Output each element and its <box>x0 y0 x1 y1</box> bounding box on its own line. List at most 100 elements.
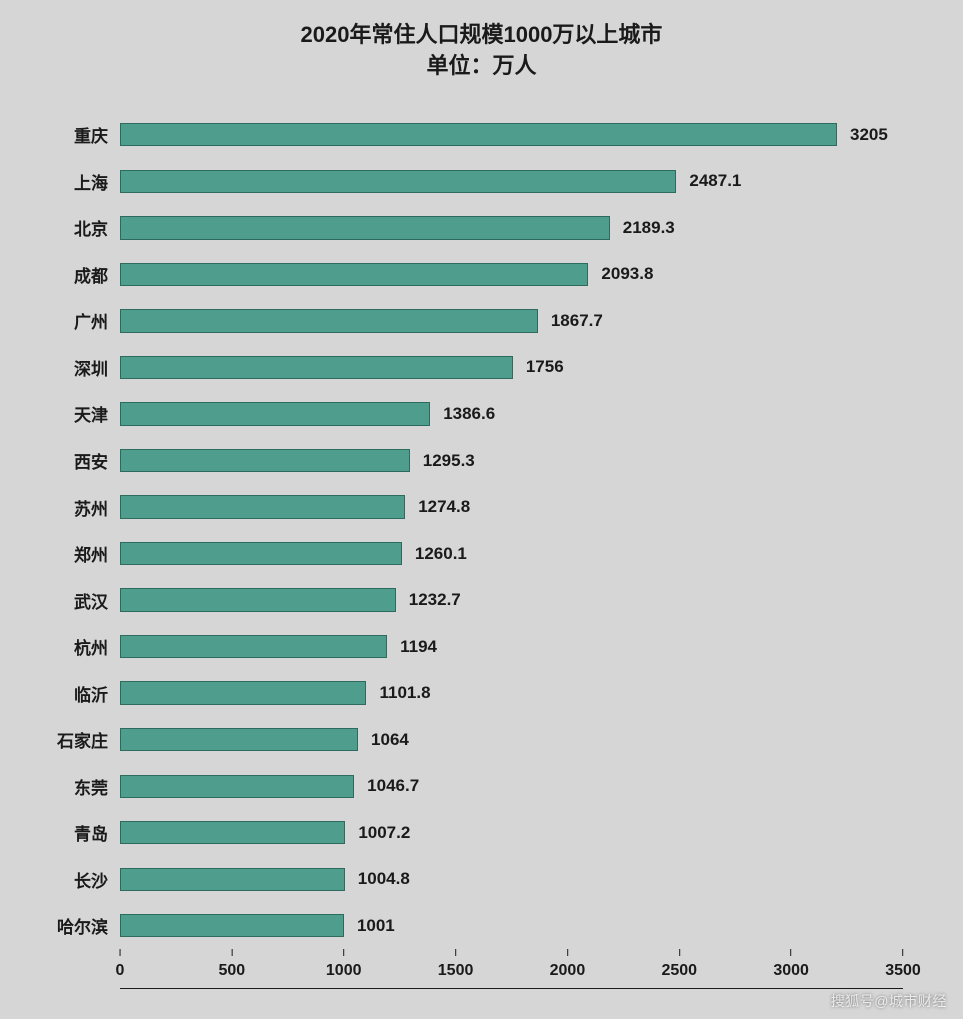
bar: 1295.3 <box>120 449 410 472</box>
category-label: 杭州 <box>74 634 120 659</box>
category-label: 成都 <box>74 262 120 287</box>
x-tick-mark <box>120 949 121 956</box>
x-tick-label: 1000 <box>326 962 362 980</box>
category-label: 西安 <box>74 448 120 473</box>
bar-row: 天津1386.6 <box>120 402 903 425</box>
x-axis: 0500100015002000250030003500 <box>120 949 903 989</box>
x-tick-label: 2000 <box>550 962 586 980</box>
bar: 1064 <box>120 728 358 751</box>
bar: 3205 <box>120 123 837 146</box>
value-label: 3205 <box>836 125 888 145</box>
bar-row: 杭州1194 <box>120 635 903 658</box>
x-tick: 2500 <box>661 949 697 980</box>
bar-row: 北京2189.3 <box>120 216 903 239</box>
x-tick-label: 3000 <box>773 962 809 980</box>
category-label: 郑州 <box>74 541 120 566</box>
value-label: 2093.8 <box>587 264 653 284</box>
x-tick-label: 500 <box>218 962 245 980</box>
category-label: 北京 <box>74 215 120 240</box>
value-label: 1004.8 <box>344 869 410 889</box>
value-label: 1194 <box>386 637 437 657</box>
bar-row: 深圳1756 <box>120 356 903 379</box>
bar-row: 哈尔滨1001 <box>120 914 903 937</box>
bar-row: 郑州1260.1 <box>120 542 903 565</box>
plot-area: 重庆3205上海2487.1北京2189.3成都2093.8广州1867.7深圳… <box>30 112 933 989</box>
value-label: 1232.7 <box>395 590 461 610</box>
x-tick: 3000 <box>773 949 809 980</box>
bar-row: 苏州1274.8 <box>120 495 903 518</box>
x-tick-mark <box>231 949 232 956</box>
x-tick-mark <box>791 949 792 956</box>
category-label: 石家庄 <box>57 727 120 752</box>
value-label: 2189.3 <box>609 218 675 238</box>
chart-container: 2020年常住人口规模1000万以上城市 单位：万人 重庆3205上海2487.… <box>0 0 963 1019</box>
bar: 2093.8 <box>120 263 588 286</box>
x-tick-label: 3500 <box>885 962 921 980</box>
category-label: 哈尔滨 <box>57 913 120 938</box>
category-label: 深圳 <box>74 355 120 380</box>
category-label: 苏州 <box>74 495 120 520</box>
x-tick-label: 1500 <box>438 962 474 980</box>
bar-row: 石家庄1064 <box>120 728 903 751</box>
x-tick-mark <box>567 949 568 956</box>
bar-row: 武汉1232.7 <box>120 588 903 611</box>
bar: 1386.6 <box>120 402 430 425</box>
chart-title-block: 2020年常住人口规模1000万以上城市 单位：万人 <box>30 20 933 82</box>
x-tick: 3500 <box>885 949 921 980</box>
watermark-text: 搜狐号@城市财经 <box>831 991 947 1011</box>
bar: 1274.8 <box>120 495 405 518</box>
x-tick: 500 <box>218 949 245 980</box>
x-tick-mark <box>343 949 344 956</box>
value-label: 1001 <box>343 916 395 936</box>
x-tick-mark <box>455 949 456 956</box>
bar: 1194 <box>120 635 387 658</box>
bar: 1001 <box>120 914 344 937</box>
x-tick: 2000 <box>550 949 586 980</box>
x-tick-label: 0 <box>116 962 125 980</box>
value-label: 1295.3 <box>409 451 475 471</box>
bar: 2487.1 <box>120 170 676 193</box>
category-label: 广州 <box>74 308 120 333</box>
bar: 1260.1 <box>120 542 402 565</box>
bar-row: 长沙1004.8 <box>120 868 903 891</box>
bar-row: 东莞1046.7 <box>120 775 903 798</box>
value-label: 1046.7 <box>353 776 419 796</box>
chart-subtitle: 单位：万人 <box>30 51 933 82</box>
bar: 2189.3 <box>120 216 610 239</box>
x-tick: 1000 <box>326 949 362 980</box>
value-label: 1260.1 <box>401 544 467 564</box>
category-label: 长沙 <box>74 867 120 892</box>
value-label: 1064 <box>357 730 409 750</box>
bar-row: 重庆3205 <box>120 123 903 146</box>
value-label: 1101.8 <box>365 683 430 703</box>
value-label: 1867.7 <box>537 311 603 331</box>
bar-row: 广州1867.7 <box>120 309 903 332</box>
value-label: 1274.8 <box>404 497 470 517</box>
bar-row: 成都2093.8 <box>120 263 903 286</box>
bar: 1101.8 <box>120 681 366 704</box>
bar: 1004.8 <box>120 868 345 891</box>
bar: 1232.7 <box>120 588 396 611</box>
value-label: 1386.6 <box>429 404 495 424</box>
bar-row: 上海2487.1 <box>120 170 903 193</box>
x-tick: 0 <box>116 949 125 980</box>
x-tick-label: 2500 <box>661 962 697 980</box>
bar-row: 青岛1007.2 <box>120 821 903 844</box>
chart-title: 2020年常住人口规模1000万以上城市 <box>30 20 933 51</box>
value-label: 2487.1 <box>675 171 741 191</box>
bars-region: 重庆3205 上海2487.1 北京2189.3 成都2093.8 广州1867.7 深圳… <box>120 112 903 949</box>
x-tick-mark <box>679 949 680 956</box>
bar: 1007.2 <box>120 821 345 844</box>
category-label: 临沂 <box>74 681 120 706</box>
bar: 1867.7 <box>120 309 538 332</box>
category-label: 上海 <box>74 169 120 194</box>
x-tick: 1500 <box>438 949 474 980</box>
x-tick-mark <box>903 949 904 956</box>
category-label: 武汉 <box>74 588 120 613</box>
category-label: 重庆 <box>74 122 120 147</box>
bar: 1756 <box>120 356 513 379</box>
bar: 1046.7 <box>120 775 354 798</box>
value-label: 1756 <box>512 357 564 377</box>
category-label: 东莞 <box>74 774 120 799</box>
bar-row: 西安1295.3 <box>120 449 903 472</box>
